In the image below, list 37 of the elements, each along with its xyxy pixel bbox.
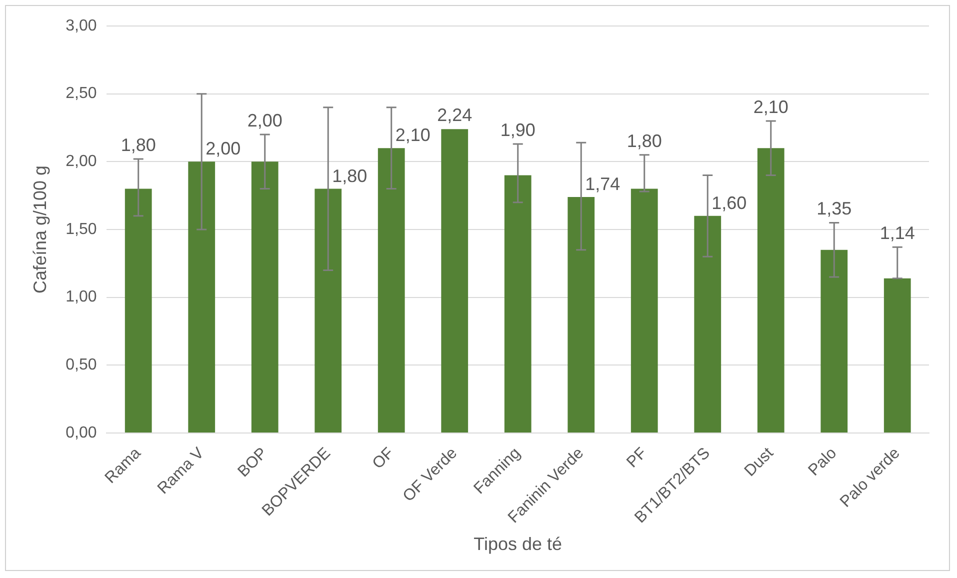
data-label: 1,35 — [816, 198, 852, 219]
data-label: 1,74 — [585, 174, 620, 194]
y-tick-label: 1,50 — [66, 220, 97, 238]
y-tick-label: 0,00 — [66, 424, 97, 442]
x-tick-label: OF — [370, 444, 398, 472]
bar — [314, 188, 342, 433]
y-tick-label: 2,00 — [66, 153, 97, 170]
data-label: 2,00 — [247, 110, 282, 131]
bar — [504, 175, 532, 433]
data-label: 1,80 — [332, 166, 368, 186]
x-axis-title: Tipos de té — [474, 534, 562, 554]
bar — [378, 148, 405, 433]
bar — [251, 162, 278, 433]
data-label: 2,00 — [206, 138, 241, 159]
data-label: 2,24 — [437, 105, 472, 126]
y-tick-label: 3,00 — [66, 17, 97, 34]
bar — [568, 196, 595, 433]
data-label: 1,80 — [120, 134, 156, 155]
bar — [820, 250, 848, 433]
data-label: 1,80 — [626, 130, 662, 151]
data-label: 1,14 — [880, 223, 915, 244]
y-tick-label: 0,50 — [66, 356, 97, 374]
x-tick-label: Palo — [805, 444, 840, 480]
bar — [630, 188, 658, 433]
data-label: 1,90 — [500, 120, 536, 140]
bar — [124, 188, 152, 433]
bar — [441, 129, 468, 433]
bar — [757, 148, 784, 433]
y-tick-label: 1,00 — [66, 288, 97, 306]
y-axis-title: Cafeína g/100 g — [30, 165, 50, 294]
bar — [188, 162, 216, 433]
data-label: 2,10 — [753, 96, 788, 117]
bar — [694, 216, 722, 433]
data-label: 2,10 — [395, 125, 430, 146]
bar — [884, 278, 911, 433]
y-tick-label: 2,50 — [66, 85, 97, 102]
data-label: 1,60 — [712, 192, 747, 213]
